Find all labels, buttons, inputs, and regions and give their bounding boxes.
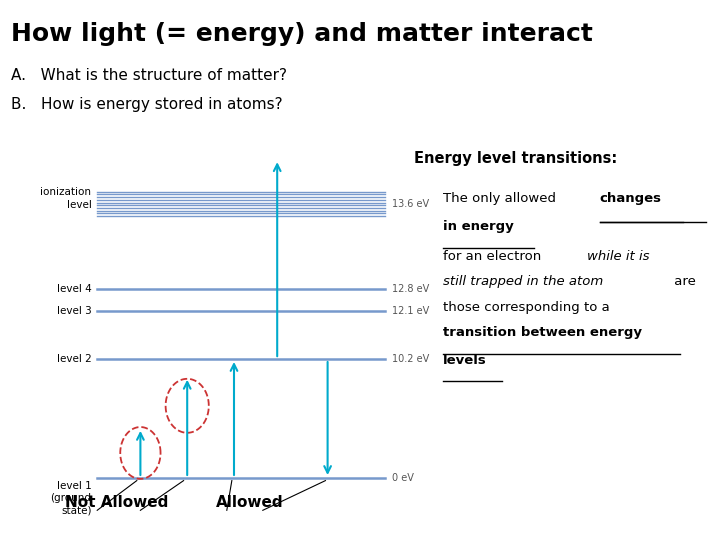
Text: for an electron: for an electron: [443, 250, 545, 263]
Text: 12.8 eV: 12.8 eV: [392, 284, 430, 294]
Text: transition between energy: transition between energy: [443, 326, 642, 339]
Text: those corresponding to a: those corresponding to a: [443, 301, 610, 314]
Text: 12.1 eV: 12.1 eV: [392, 306, 430, 315]
Text: 10.2 eV: 10.2 eV: [392, 354, 430, 364]
Text: level 3: level 3: [57, 306, 91, 315]
Text: 0 eV: 0 eV: [392, 473, 414, 483]
Text: level 4: level 4: [57, 284, 91, 294]
Text: while it is: while it is: [587, 250, 649, 263]
Text: Allowed: Allowed: [216, 495, 284, 510]
Text: How light (= energy) and matter interact: How light (= energy) and matter interact: [11, 22, 593, 45]
Text: are: are: [670, 275, 696, 288]
Text: A.   What is the structure of matter?: A. What is the structure of matter?: [11, 68, 287, 83]
Text: level 2: level 2: [57, 354, 91, 364]
Text: changes: changes: [600, 192, 662, 205]
Text: levels: levels: [443, 354, 487, 367]
Text: in energy: in energy: [443, 220, 513, 233]
Text: Not Allowed: Not Allowed: [65, 495, 168, 510]
Text: ionization
level: ionization level: [40, 187, 91, 210]
Text: B.   How is energy stored in atoms?: B. How is energy stored in atoms?: [11, 97, 282, 112]
Text: Energy level transitions:: Energy level transitions:: [414, 151, 617, 166]
Text: still trapped in the atom: still trapped in the atom: [443, 275, 603, 288]
Text: level 1
(ground
state): level 1 (ground state): [50, 481, 91, 515]
Text: 13.6 eV: 13.6 eV: [392, 199, 430, 209]
Text: The only allowed: The only allowed: [443, 192, 560, 205]
